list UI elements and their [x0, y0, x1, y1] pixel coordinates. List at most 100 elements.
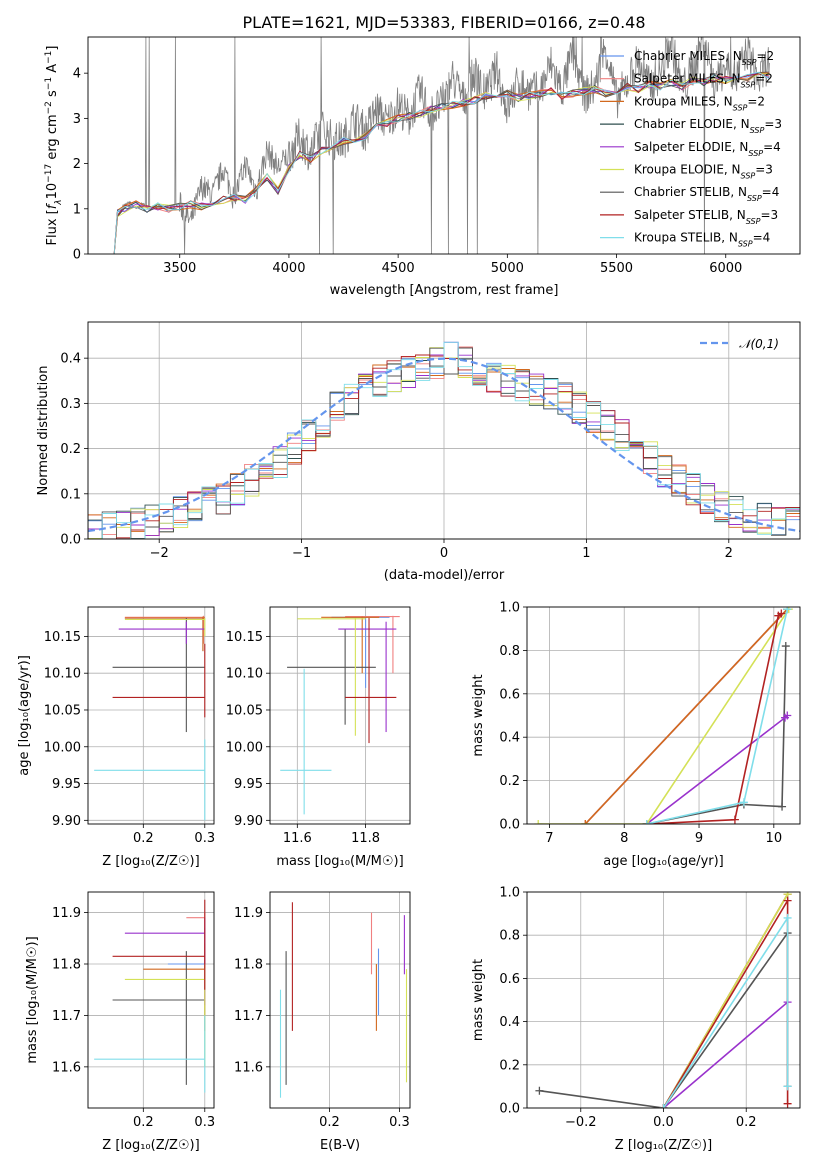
- plus-marker: [783, 711, 792, 720]
- y-tick-label: 10.10: [226, 667, 263, 682]
- plus-marker: [781, 642, 790, 651]
- x-axis-label: wavelength [Angstrom, rest frame]: [330, 283, 559, 298]
- error-bar-point: [94, 1015, 206, 1093]
- plus-marker: [730, 815, 739, 824]
- y-tick-label: 0.8: [499, 644, 520, 659]
- x-tick-label: 6000: [709, 261, 742, 276]
- mass-weight-vs-metallicity-axes: −0.2 0.0 0.2 0.0 0.2 0.4 0.6 0.8 1.0: [499, 886, 801, 1130]
- error-bar-point: [321, 616, 380, 674]
- age-vs-metallicity-axes: 0.2 0.3 9.90 9.95 10.00 10.05 10.10 10.15: [44, 606, 215, 846]
- legend-label-suffix: =3: [760, 208, 778, 222]
- legend-label-name: Kroupa MILES, N: [634, 94, 733, 108]
- plot-area: [88, 607, 214, 824]
- y-tick-label: 9.90: [52, 814, 81, 829]
- mass-weight-line: [538, 608, 790, 824]
- x-tick-label: 3500: [163, 261, 196, 276]
- error-bar-point: [287, 629, 376, 725]
- y-tick-label: 0.4: [499, 731, 520, 746]
- y-tick-label: 0.6: [499, 972, 520, 987]
- plus-marker: [783, 913, 792, 922]
- legend-label: Kroupa ELODIE, NSSP=3: [634, 163, 773, 181]
- y-axis-label: Flux [fλ10−17 erg cm−2 s−1 A−1]: [44, 46, 64, 246]
- plot-content: [88, 341, 800, 539]
- plus-marker: [783, 1082, 792, 1091]
- y-tick-label: 11.8: [234, 958, 263, 973]
- y-tick-label: 0: [73, 248, 81, 263]
- legend-label-name: Salpeter MILES, N: [634, 72, 741, 86]
- x-tick-label: 10: [766, 831, 783, 846]
- x-axis-label: (data-model)/error: [384, 568, 505, 583]
- age-vs-mass-axes: 11.6 11.8 9.90 9.95 10.00 10.05 10.10 10.15: [226, 606, 411, 846]
- plot-content: [534, 607, 793, 824]
- axes-frame: [269, 606, 411, 825]
- plus-marker: [659, 1104, 668, 1108]
- y-axis-label-part: s: [45, 90, 60, 101]
- x-tick-label: 11.8: [351, 831, 380, 846]
- legend-label-sub: SSP: [741, 80, 756, 89]
- plus-marker: [783, 896, 792, 905]
- y-axis-label: Normed distribution: [36, 366, 51, 496]
- y-tick-label: 9.90: [234, 814, 263, 829]
- y-axis-label-part: λ: [54, 199, 64, 205]
- chart-title: PLATE=1621, MJD=53383, FIBERID=0166, z=0…: [242, 13, 645, 32]
- x-tick-label: 7: [545, 831, 553, 846]
- plus-marker: [783, 1099, 792, 1108]
- y-axis-label-part: erg cm: [45, 114, 60, 163]
- plot-content: [279, 902, 408, 1098]
- legend-label: Kroupa STELIB, NSSP=4: [634, 231, 770, 249]
- plus-marker: [581, 820, 590, 824]
- axes-frame: [87, 321, 801, 540]
- plot-content: [280, 615, 400, 815]
- plus-marker: [739, 798, 748, 807]
- legend-label-suffix: =4: [753, 231, 771, 245]
- plus-marker: [642, 820, 651, 824]
- model-spectrum-line: [113, 72, 770, 254]
- x-axis-label: E(B-V): [320, 1138, 360, 1153]
- x-tick-label: 5000: [491, 261, 524, 276]
- plot-content: [94, 899, 206, 1093]
- plus-marker: [778, 802, 787, 811]
- plus-marker: [777, 609, 786, 618]
- plus-marker: [783, 607, 792, 614]
- axes-frame: [87, 606, 215, 825]
- legend-label: Kroupa MILES, NSSP=2: [634, 94, 765, 112]
- plot-area: [270, 607, 410, 824]
- y-tick-label: 11.9: [52, 906, 81, 921]
- error-bar-point: [338, 621, 397, 733]
- legend-label-suffix: =3: [764, 117, 782, 131]
- error-bar-point: [124, 615, 205, 644]
- model-spectrum-line: [113, 71, 770, 254]
- legend-label-name: Kroupa ELODIE, N: [634, 163, 741, 177]
- x-tick-label: 9: [695, 831, 703, 846]
- legend-label-suffix: =2: [755, 72, 773, 86]
- mass-vs-extinction-axes: 0.2 0.3 11.6 11.7 11.8 11.9: [234, 891, 411, 1130]
- y-tick-label: 9.95: [52, 777, 81, 792]
- y-tick-label: 10.00: [44, 740, 81, 755]
- y-axis-label: mass weight: [471, 674, 486, 756]
- x-axis-label: Z [log₁₀(Z/Z☉)]: [102, 1138, 199, 1153]
- axes-frame: [269, 891, 411, 1109]
- axes-frame: [87, 36, 801, 255]
- y-tick-label: 0.6: [499, 687, 520, 702]
- plot-content: [535, 892, 792, 1108]
- y-axis-label: mass [log₁₀(M/M☉)]: [25, 936, 40, 1063]
- y-tick-label: 10.15: [226, 630, 263, 645]
- y-tick-label: 10.15: [44, 630, 81, 645]
- plot-area: [270, 892, 410, 1108]
- mass-weight-line: [646, 612, 782, 824]
- legend-label-sub: SSP: [746, 216, 761, 225]
- x-tick-label: 0.2: [133, 831, 154, 846]
- model-spectrum-line: [113, 73, 770, 254]
- y-tick-label: 0.4: [60, 352, 81, 367]
- y-tick-label: 11.7: [52, 1009, 81, 1024]
- x-tick-label: 0.2: [319, 1115, 340, 1130]
- y-axis-label-part: A: [45, 64, 60, 77]
- axes-frame: [526, 606, 801, 825]
- histogram-step: [88, 341, 800, 539]
- mass-weight-line: [662, 1001, 789, 1108]
- normal-curve: [88, 357, 800, 533]
- legend-label-suffix: =4: [762, 185, 780, 199]
- plot-content: [113, 37, 770, 254]
